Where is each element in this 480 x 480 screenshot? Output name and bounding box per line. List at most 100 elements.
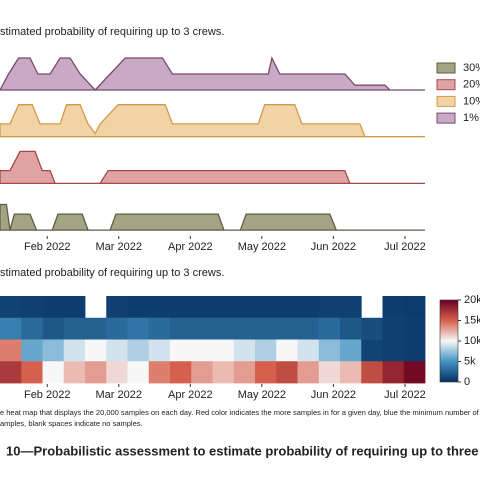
- heat-cell: [42, 296, 65, 319]
- colorbar-tick-label: 5k: [464, 355, 476, 367]
- heat-cell: [85, 361, 107, 384]
- heat-cell: [340, 296, 362, 319]
- heat-cell: [21, 296, 43, 319]
- heat-cell: [212, 296, 235, 319]
- colorbar-tick-label: 15k: [464, 314, 480, 326]
- heat-cell: [106, 317, 128, 340]
- heat-cell: [403, 339, 426, 362]
- heat-cell: [170, 361, 192, 384]
- heat-cell: [318, 317, 341, 340]
- heat-cell: [403, 317, 426, 340]
- heat-cell: [361, 317, 383, 340]
- heat-cell: [148, 296, 171, 319]
- heat-cell: [297, 361, 320, 384]
- heat-cell: [0, 296, 22, 319]
- heat-cell: [148, 317, 171, 340]
- heat-cell: [212, 317, 235, 340]
- x-tick-label: Jun 2022: [311, 389, 356, 401]
- heat-cell: [85, 317, 107, 340]
- chart-title: stimated probability of requiring up to …: [0, 26, 224, 38]
- heat-cell: [340, 361, 362, 384]
- heat-cell: [127, 361, 150, 384]
- heat-cell: [297, 339, 320, 362]
- heat-cell: [318, 361, 341, 384]
- heat-cell: [276, 361, 298, 384]
- x-tick-label: May 2022: [238, 389, 286, 401]
- colorbar-tick-label: 10k: [464, 335, 480, 347]
- x-tick-label: May 2022: [238, 241, 286, 253]
- heat-cell: [42, 317, 65, 340]
- heat-cell: [170, 296, 192, 319]
- heat-cell: [233, 317, 256, 340]
- heat-cell: [0, 339, 22, 362]
- heat-cell: [191, 361, 213, 384]
- heat-cell: [276, 317, 298, 340]
- heat-cell: [42, 361, 65, 384]
- heat-cell: [191, 296, 213, 319]
- heat-cell: [42, 339, 65, 362]
- heat-cell: [318, 339, 341, 362]
- x-tick-label: Apr 2022: [168, 241, 213, 253]
- chart-title: stimated probability of requiring up to …: [0, 267, 224, 279]
- heat-cell: [85, 339, 107, 362]
- colorbar-tick-label: 20k: [464, 294, 480, 306]
- heat-cell: [276, 296, 298, 319]
- heat-cell: [127, 339, 150, 362]
- heat-cell: [0, 361, 22, 384]
- x-tick-label: Jul 2022: [384, 389, 426, 401]
- ridge-area: [0, 150, 425, 185]
- heat-cell: [276, 339, 298, 362]
- heat-cell: [255, 339, 277, 362]
- heat-cell: [170, 317, 192, 340]
- legend-swatch: [436, 112, 456, 124]
- legend-label: 20%: [463, 79, 480, 91]
- heat-cell: [382, 339, 405, 362]
- heat-cell: [340, 339, 362, 362]
- x-tick-label: Jul 2022: [384, 241, 426, 253]
- heat-cell: [318, 296, 341, 319]
- heat-cell: [361, 361, 383, 384]
- heat-cell: [297, 317, 320, 340]
- heat-cell: [191, 339, 213, 362]
- x-tick-label: Apr 2022: [168, 389, 213, 401]
- heat-cell: [170, 339, 192, 362]
- heat-cell: [297, 296, 320, 319]
- heat-cell: [255, 361, 277, 384]
- heat-cell: [233, 339, 256, 362]
- heat-cell: [63, 296, 86, 319]
- note: e heat map that displays the 20,000 samp…: [0, 408, 480, 417]
- heat-cell: [127, 317, 150, 340]
- ridge-area: [0, 203, 425, 231]
- x-tick-label: Mar 2022: [96, 389, 142, 401]
- heat-cell: [106, 361, 128, 384]
- legend-label: 10%: [463, 95, 480, 107]
- legend-swatch: [436, 95, 456, 107]
- heat-cell: [148, 361, 171, 384]
- heat-cell: [106, 339, 128, 362]
- x-tick-label: Feb 2022: [24, 389, 70, 401]
- heat-cell: [212, 361, 235, 384]
- heat-cell: [191, 317, 213, 340]
- heat-cell: [255, 317, 277, 340]
- note: amples, blank spaces indicate no samples…: [0, 419, 143, 428]
- caption: 10—Probabilistic assessment to estimate …: [6, 443, 478, 458]
- colorbar-tick-label: 0: [464, 376, 470, 388]
- heat-cell: [340, 317, 362, 340]
- heat-cell: [233, 361, 256, 384]
- heat-cell: [21, 361, 43, 384]
- heat-cell: [403, 361, 426, 384]
- heat-cell: [63, 339, 86, 362]
- legend-label: 1%: [463, 112, 479, 124]
- heat-cell: [148, 339, 171, 362]
- heat-cell: [63, 317, 86, 340]
- x-tick-label: Jun 2022: [311, 241, 356, 253]
- heat-cell: [233, 296, 256, 319]
- heat-cell: [382, 296, 405, 319]
- heat-cell: [106, 296, 128, 319]
- heat-cell: [21, 339, 43, 362]
- heat-cell: [361, 339, 383, 362]
- heat-cell: [63, 361, 86, 384]
- x-tick-label: Feb 2022: [24, 241, 70, 253]
- heat-cell: [0, 317, 22, 340]
